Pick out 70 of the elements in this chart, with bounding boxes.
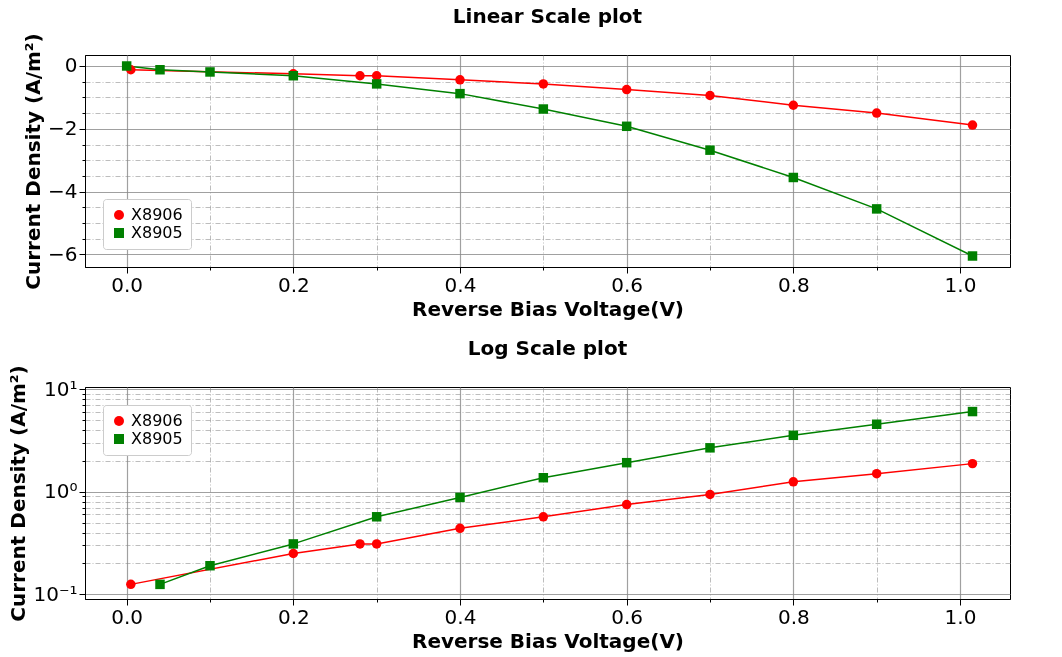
legend-label: X8906 <box>131 411 183 430</box>
point <box>538 104 549 114</box>
chart-title: Linear Scale plot <box>452 3 643 28</box>
point <box>705 443 715 453</box>
point <box>371 539 382 549</box>
y-tick-label: −2 <box>48 116 78 141</box>
x-tick-label: 1.0 <box>944 272 977 297</box>
chart-title: Log Scale plot <box>467 335 628 360</box>
y-axis-title: Current Density (A/m²) <box>21 33 46 290</box>
point <box>788 172 799 183</box>
x-tick-label: 0.6 <box>611 272 644 297</box>
point <box>621 499 632 510</box>
point <box>705 489 715 500</box>
x-tick-label: 0.0 <box>111 604 144 629</box>
point <box>621 457 632 468</box>
point <box>155 65 165 75</box>
point <box>455 523 465 534</box>
point <box>288 548 299 559</box>
x-tick-label: 0.4 <box>444 272 477 297</box>
point <box>371 79 382 89</box>
point <box>455 492 465 503</box>
point <box>371 512 382 522</box>
point <box>871 204 882 214</box>
x-tick-label: 0.2 <box>277 272 310 297</box>
point <box>538 472 549 483</box>
x-axis-title: Reverse Bias Voltage(V) <box>411 296 685 321</box>
point <box>967 120 978 130</box>
y-tick-label: 10¹ <box>44 376 78 401</box>
point <box>788 430 799 441</box>
point <box>126 579 136 590</box>
point <box>205 67 215 77</box>
point <box>788 477 799 487</box>
point <box>967 251 978 261</box>
point <box>705 90 715 101</box>
x-tick-label: 0.2 <box>277 604 310 629</box>
legend-label: X8906 <box>131 205 183 224</box>
point <box>871 108 882 118</box>
x-tick-label: 1.0 <box>944 604 977 629</box>
point <box>705 145 715 155</box>
point <box>355 539 365 549</box>
point <box>967 406 978 417</box>
point <box>621 121 632 132</box>
x-tick-label: 0.8 <box>777 272 810 297</box>
legend-label: X8905 <box>131 223 183 242</box>
point <box>538 512 549 522</box>
point <box>871 468 882 479</box>
point <box>121 61 132 71</box>
y-axis-title: Current Density (A/m²) <box>6 365 31 622</box>
point <box>621 84 632 95</box>
legend-label: X8905 <box>131 429 183 448</box>
point <box>538 79 549 89</box>
point <box>205 560 215 571</box>
x-tick-label: 0.6 <box>611 604 644 629</box>
y-tick-label: 10⁰ <box>44 479 78 504</box>
point <box>455 75 465 85</box>
point <box>967 458 978 469</box>
point <box>355 71 365 81</box>
x-tick-label: 0.0 <box>111 272 144 297</box>
point <box>871 419 882 429</box>
point <box>288 539 299 549</box>
y-tick-label: −4 <box>48 179 78 204</box>
x-tick-label: 0.4 <box>444 604 477 629</box>
point <box>155 579 165 590</box>
y-tick-label: 10⁻¹ <box>33 581 78 606</box>
y-tick-label: 0 <box>64 53 78 78</box>
x-axis-title: Reverse Bias Voltage(V) <box>411 628 685 653</box>
x-tick-label: 0.8 <box>777 604 810 629</box>
y-tick-label: −6 <box>48 241 78 266</box>
point <box>788 100 799 110</box>
point <box>455 88 465 99</box>
